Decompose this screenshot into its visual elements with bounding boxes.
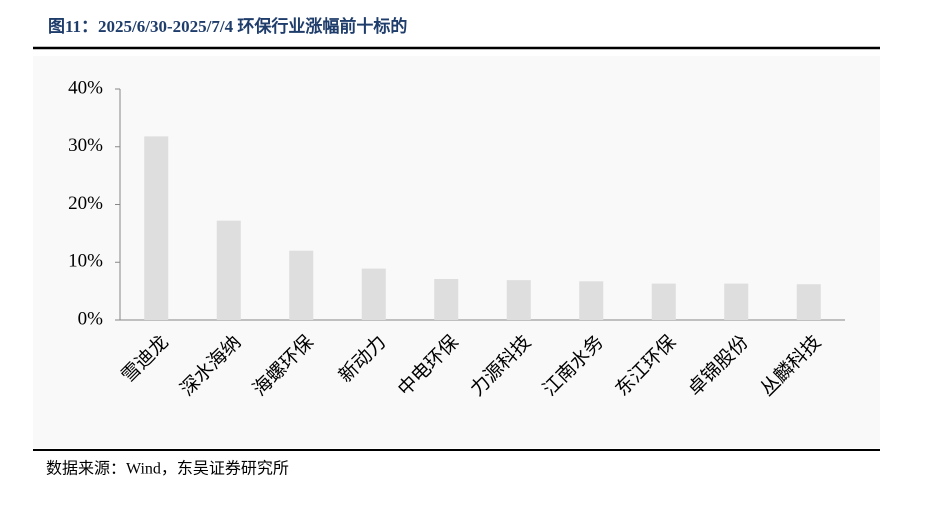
y-tick-label: 40%	[68, 77, 103, 98]
bar	[361, 268, 386, 320]
bar	[216, 220, 241, 320]
bar	[651, 283, 676, 320]
bar	[506, 280, 531, 320]
y-tick-label: 0%	[78, 308, 104, 329]
chart-title: 图11：2025/6/30-2025/7/4 环保行业涨幅前十标的	[48, 16, 407, 36]
bar	[289, 250, 314, 320]
bar	[144, 136, 169, 320]
bar	[724, 283, 749, 320]
bar	[579, 281, 604, 320]
bar	[434, 278, 459, 320]
y-tick-label: 30%	[68, 135, 103, 156]
plot-background	[33, 56, 880, 448]
y-tick-label: 20%	[68, 193, 103, 214]
source-note: 数据来源：Wind，东吴证券研究所	[46, 460, 289, 478]
y-tick-label: 10%	[68, 251, 103, 272]
bar	[796, 284, 821, 320]
